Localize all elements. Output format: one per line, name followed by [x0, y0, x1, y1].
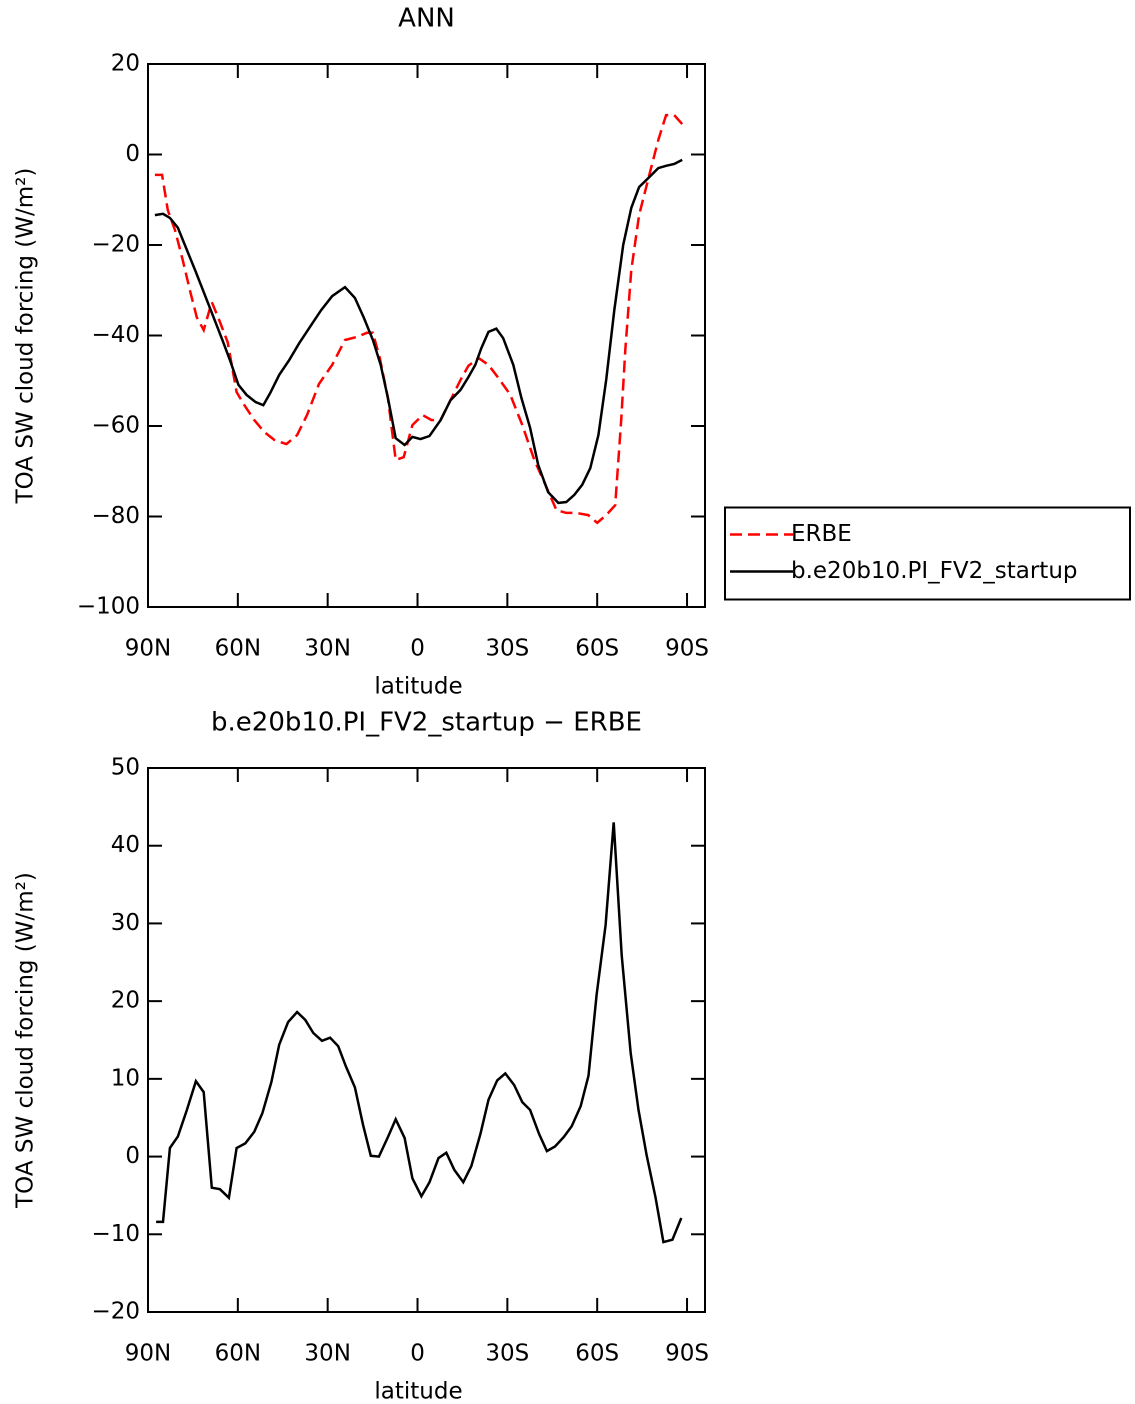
x-tick-label: 60S — [575, 636, 619, 662]
y-tick-label: −10 — [91, 1221, 140, 1247]
y-tick-label: 0 — [125, 141, 140, 167]
y-tick-label: 20 — [111, 988, 140, 1014]
chart-title: b.e20b10.PI_FV2_startup − ERBE — [211, 708, 642, 738]
x-tick-label: 90S — [665, 1341, 709, 1367]
data-line — [154, 158, 683, 505]
y-axis-label: TOA SW cloud forcing (W/m²) — [13, 872, 39, 1209]
y-tick-label: 50 — [111, 755, 140, 781]
plot-frame — [147, 63, 706, 608]
y-tick-label: −20 — [91, 232, 140, 258]
data-line — [154, 113, 685, 525]
x-tick-label: 30N — [304, 1341, 350, 1367]
y-tick-label: 0 — [125, 1143, 140, 1169]
y-tick-label: −40 — [91, 322, 140, 348]
x-tick-label: 30S — [485, 636, 529, 662]
y-tick-label: 20 — [111, 51, 140, 77]
x-tick-label: 90N — [125, 636, 171, 662]
legend-label: ERBE — [791, 521, 852, 547]
x-axis-label: latitude — [374, 1379, 462, 1404]
x-tick-label: 60N — [215, 636, 261, 662]
x-tick-label: 60S — [575, 1341, 619, 1367]
y-tick-label: 40 — [111, 832, 140, 858]
x-axis-label: latitude — [374, 674, 462, 700]
x-tick-label: 90S — [665, 636, 709, 662]
x-tick-label: 60N — [215, 1341, 261, 1367]
y-tick-label: −100 — [77, 594, 140, 620]
y-tick-label: −80 — [91, 503, 140, 529]
legend-box — [724, 506, 1131, 601]
x-tick-label: 30N — [304, 636, 350, 662]
y-tick-label: −60 — [91, 413, 140, 439]
data-line — [156, 822, 683, 1244]
plot-frame — [147, 767, 706, 1313]
x-tick-label: 0 — [410, 636, 425, 662]
chart-title: ANN — [398, 4, 455, 34]
x-tick-label: 0 — [410, 1341, 425, 1367]
y-tick-label: 30 — [111, 910, 140, 936]
y-axis-label: TOA SW cloud forcing (W/m²) — [13, 168, 39, 505]
x-tick-label: 30S — [485, 1341, 529, 1367]
y-tick-label: 10 — [111, 1065, 140, 1091]
x-tick-label: 90N — [125, 1341, 171, 1367]
legend-label: b.e20b10.PI_FV2_startup — [791, 558, 1078, 584]
y-tick-label: −20 — [91, 1299, 140, 1325]
